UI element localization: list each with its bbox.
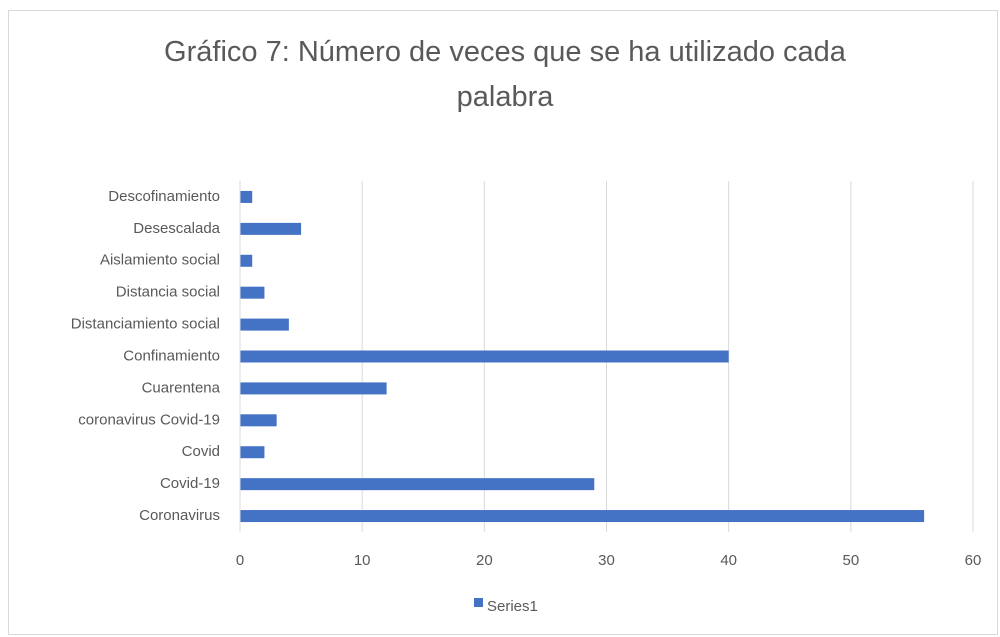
y-tick-label: Aislamiento social	[100, 252, 220, 269]
x-tick-label: 50	[842, 552, 859, 569]
bar	[240, 350, 729, 363]
bar	[240, 190, 253, 203]
bar	[240, 382, 387, 395]
y-tick-label: Covid-19	[160, 475, 220, 492]
y-tick-label: Confinamiento	[123, 347, 220, 364]
legend-label: Series1	[487, 598, 538, 615]
bar	[240, 478, 595, 491]
y-tick-label: Desescalada	[133, 220, 220, 237]
y-tick-label: coronavirus Covid-19	[78, 411, 220, 428]
bar	[240, 254, 253, 267]
y-tick-label: Distanciamiento social	[71, 316, 220, 333]
bar	[240, 318, 289, 331]
y-tick-label: Descofinamiento	[108, 188, 220, 205]
y-tick-label: Coronavirus	[139, 507, 220, 524]
x-tick-label: 60	[965, 552, 982, 569]
y-tick-label: Covid	[182, 443, 220, 460]
bar	[240, 446, 265, 459]
bar	[240, 286, 265, 299]
x-tick-label: 40	[720, 552, 737, 569]
bar	[240, 222, 302, 235]
x-tick-label: 10	[354, 552, 371, 569]
y-tick-label: Distancia social	[116, 284, 220, 301]
x-tick-label: 0	[236, 552, 244, 569]
bar	[240, 510, 925, 523]
x-tick-label: 20	[476, 552, 493, 569]
y-tick-label: Cuarentena	[142, 379, 221, 396]
bar	[240, 414, 277, 427]
chart-border	[8, 10, 998, 635]
legend-swatch	[474, 598, 483, 607]
x-tick-label: 30	[598, 552, 615, 569]
chart-title: Gráfico 7: Número de veces que se ha uti…	[164, 36, 846, 113]
